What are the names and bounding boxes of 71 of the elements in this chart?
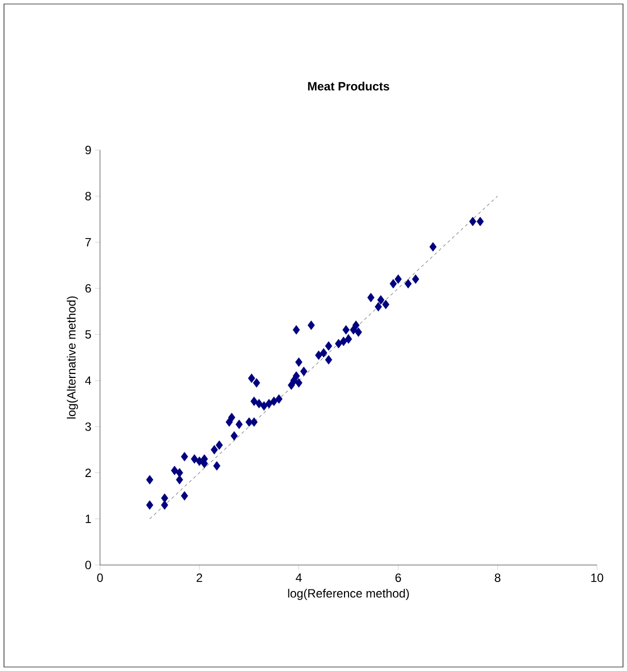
point [412,274,420,284]
point [176,474,184,484]
y-tick-label: 3 [85,422,91,431]
point [213,461,220,471]
point [248,374,256,383]
point [176,468,184,478]
y-tick-label: 8 [85,192,91,200]
point [404,279,412,288]
point [146,474,154,484]
chart-title: Meat Products [308,82,390,90]
x-tick-label: 2 [196,574,202,582]
point [255,398,263,408]
point [265,398,273,408]
point [300,366,308,376]
point [367,292,374,302]
x-tick-label: 0 [97,574,103,582]
y-tick-label: 5 [85,330,91,339]
point [228,412,236,422]
point [250,417,258,427]
point [325,355,332,365]
point [180,491,188,501]
y-axis-title: log(Alternative method) [66,296,78,418]
point [190,454,198,464]
point [292,371,300,381]
point [320,348,328,358]
point [170,466,178,476]
point [342,325,350,335]
x-tick-label: 8 [494,574,500,582]
point [295,357,302,367]
point [315,350,322,360]
point [236,420,243,430]
point [308,320,315,330]
point [374,302,382,312]
point [344,334,352,344]
y-tick-label: 7 [85,238,91,246]
point [161,493,168,503]
point [352,320,360,330]
point [270,396,278,406]
x-tick-label: 10 [591,574,604,582]
point [382,300,390,310]
point [295,378,302,388]
point [250,396,258,406]
y-tick-label: 4 [85,376,92,385]
point [476,216,484,226]
point [340,336,348,346]
point [334,338,342,348]
point [180,452,188,462]
y-tick-label: 1 [86,514,91,523]
point [354,327,362,337]
point [390,279,397,288]
y-tick-label: 0 [85,560,92,570]
point [292,325,300,335]
point [161,500,168,510]
point [275,394,282,404]
y-tick-label: 6 [85,284,91,293]
point [252,378,260,388]
point [146,500,154,510]
point [230,431,238,441]
point [325,341,332,351]
point [210,445,218,454]
point [394,274,402,284]
y-tick-label: 9 [85,146,91,154]
x-tick-label: 4 [296,574,302,582]
point [429,242,437,252]
x-tick-label: 6 [395,574,402,582]
point [469,216,476,226]
point [216,440,223,450]
point [377,295,384,305]
y-tick-label: 2 [85,468,91,477]
point [260,401,268,411]
x-axis-title: log(Reference method) [288,588,409,600]
